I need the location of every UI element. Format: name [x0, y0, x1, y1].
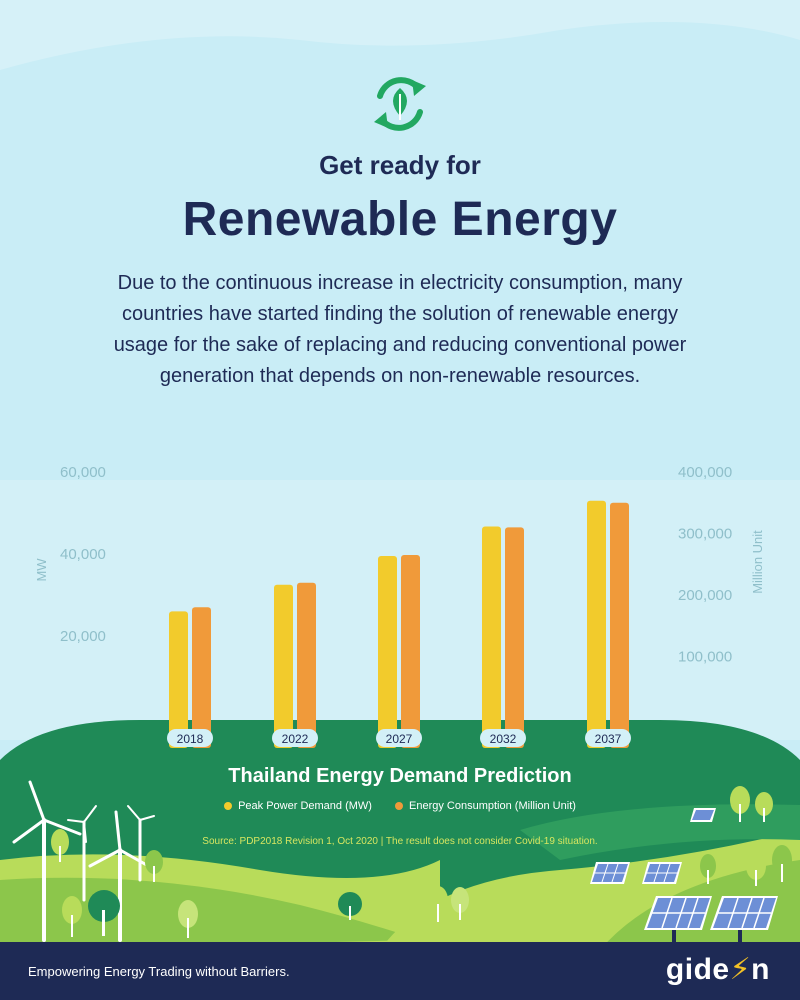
tree	[755, 792, 773, 822]
tree	[451, 887, 469, 920]
bar-peak	[169, 611, 188, 748]
x-tick-label: 2018	[177, 732, 204, 746]
x-tick-label: 2032	[490, 732, 517, 746]
x-tick-label: 2022	[282, 732, 309, 746]
tree	[428, 886, 448, 922]
category-label-pill	[167, 729, 213, 747]
tree	[51, 829, 69, 862]
bar-peak	[274, 584, 293, 748]
legend-swatch-consumption	[395, 802, 404, 811]
tree	[772, 845, 792, 882]
y-tick-left: 40,000	[60, 546, 106, 563]
tree	[88, 890, 120, 936]
wind-turbine	[12, 780, 82, 942]
bar-consumption	[401, 555, 420, 748]
legend-item-peak: Peak Power Demand (MW)	[224, 800, 372, 812]
page-title: Renewable Energy	[182, 193, 618, 246]
solar-panel	[642, 862, 682, 884]
solar-panel	[644, 896, 712, 942]
solar-panel	[590, 862, 630, 884]
footer-tagline: Empowering Energy Trading without Barrie…	[28, 964, 290, 979]
brand-logo[interactable]: gide⚡n	[666, 952, 770, 987]
y-tick-right: 200,000	[678, 587, 732, 604]
bar-consumption	[505, 527, 524, 748]
page-description: Due to the continuous increase in electr…	[113, 272, 687, 387]
y-tick-left: 20,000	[60, 628, 106, 645]
chart-source-note: Source: PDP2018 Revision 1, Oct 2020 | T…	[202, 836, 598, 847]
brand-text-prefix: gide	[665, 953, 730, 986]
page-subtitle: Get ready for	[319, 150, 481, 180]
footer-bar: Empowering Energy Trading without Barrie…	[0, 942, 800, 1000]
tree	[746, 852, 766, 886]
legend-label-consumption: Energy Consumption (Million Unit)	[409, 800, 576, 812]
legend-item-consumption: Energy Consumption (Million Unit)	[395, 800, 576, 812]
y-axis-label-left: MW	[34, 558, 49, 582]
solar-panel	[710, 896, 778, 942]
category-label-pill	[376, 729, 422, 747]
tree	[178, 900, 198, 938]
x-tick-label: 2037	[595, 732, 622, 746]
tree	[62, 896, 82, 937]
category-label-pill	[480, 729, 526, 747]
tree	[338, 892, 362, 920]
brand-text-suffix: n	[751, 953, 770, 986]
y-axis-label-right: Million Unit	[750, 530, 765, 594]
tree	[145, 850, 163, 882]
x-tick-label: 2027	[386, 732, 413, 746]
bar-consumption	[297, 582, 316, 748]
y-tick-right: 100,000	[678, 649, 732, 666]
bar-consumption	[192, 607, 211, 748]
lightning-bolt-icon: ⚡	[729, 953, 752, 986]
tree	[700, 854, 716, 884]
y-tick-right: 300,000	[678, 526, 732, 543]
tree	[730, 786, 750, 822]
bar-peak	[378, 556, 397, 748]
category-label-pill	[272, 729, 318, 747]
chart-panel	[0, 480, 800, 740]
chart-title: Thailand Energy Demand Prediction	[228, 765, 572, 787]
bar-peak	[587, 500, 606, 748]
chart-legend: Peak Power Demand (MW) Energy Consumptio…	[0, 800, 800, 812]
energy-demand-chart: 20,000 40,000 60,000 100,000 200,000 300,000 4…	[34, 464, 765, 748]
bar-peak	[482, 526, 501, 748]
recycle-leaf-icon	[374, 77, 426, 131]
solar-panel	[690, 808, 716, 822]
wind-turbine	[67, 805, 97, 902]
y-tick-right: 400,000	[678, 464, 732, 481]
wind-turbine	[127, 805, 155, 882]
bar-consumption	[610, 502, 629, 748]
category-label-pill	[585, 729, 631, 747]
y-tick-left: 60,000	[60, 464, 106, 481]
legend-swatch-peak	[224, 802, 233, 811]
legend-label-peak: Peak Power Demand (MW)	[238, 800, 372, 812]
